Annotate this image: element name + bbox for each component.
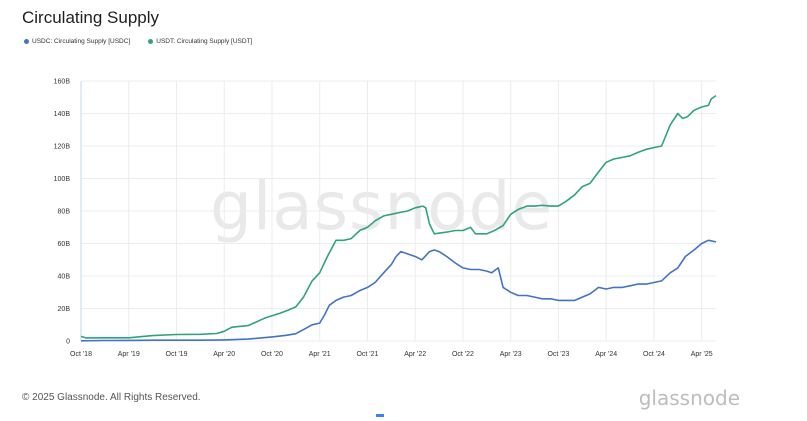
legend-item-usdt[interactable]: USDT: Circulating Supply [USDT]: [148, 38, 252, 45]
glassnode-logo: glassnode: [638, 386, 740, 410]
x-tick-label: Apr '20: [213, 351, 235, 358]
series-line-usdc: [80, 239, 717, 342]
x-tick-label: Apr '19: [118, 351, 140, 358]
y-tick-label: 140B: [54, 111, 71, 118]
scroll-indicator[interactable]: [376, 414, 384, 417]
watermark-logo: glassnode: [210, 168, 554, 245]
legend-label-usdc: USDC: Circulating Supply [USDC]: [32, 38, 131, 45]
y-tick-label: 80B: [58, 209, 71, 216]
y-tick-label: 160B: [54, 79, 71, 86]
x-tick-label: Oct '24: [643, 351, 665, 358]
y-tick-label: 0: [66, 339, 70, 346]
x-tick-label: Apr '25: [691, 351, 713, 358]
x-tick-label: Apr '23: [500, 351, 522, 358]
chart-legend: USDC: Circulating Supply [USDC] USDT: Ci…: [24, 38, 252, 45]
y-tick-label: 40B: [58, 274, 71, 281]
x-tick-label: Apr '24: [595, 351, 617, 358]
legend-label-usdt: USDT: Circulating Supply [USDT]: [156, 38, 253, 45]
x-tick-label: Oct '18: [70, 351, 92, 358]
series-line-usdt: [80, 94, 717, 339]
x-tick-label: Oct '21: [356, 351, 378, 358]
y-tick-label: 100B: [54, 176, 71, 183]
legend-item-usdc[interactable]: USDC: Circulating Supply [USDC]: [24, 38, 130, 45]
y-tick-label: 120B: [54, 144, 71, 151]
x-tick-label: Oct '20: [261, 351, 283, 358]
x-tick-label: Apr '22: [404, 351, 426, 358]
legend-dot-usdt-icon: [148, 39, 154, 44]
x-tick-label: Oct '22: [452, 351, 474, 358]
x-tick-label: Oct '23: [547, 351, 569, 358]
x-tick-label: Apr '21: [309, 351, 331, 358]
copyright-text: © 2025 Glassnode. All Rights Reserved.: [22, 392, 201, 403]
y-tick-label: 60B: [58, 241, 71, 248]
chart-title: Circulating Supply: [22, 8, 160, 27]
legend-dot-usdc-icon: [24, 39, 29, 44]
y-tick-label: 20B: [58, 306, 71, 313]
x-tick-label: Oct '19: [166, 351, 188, 358]
